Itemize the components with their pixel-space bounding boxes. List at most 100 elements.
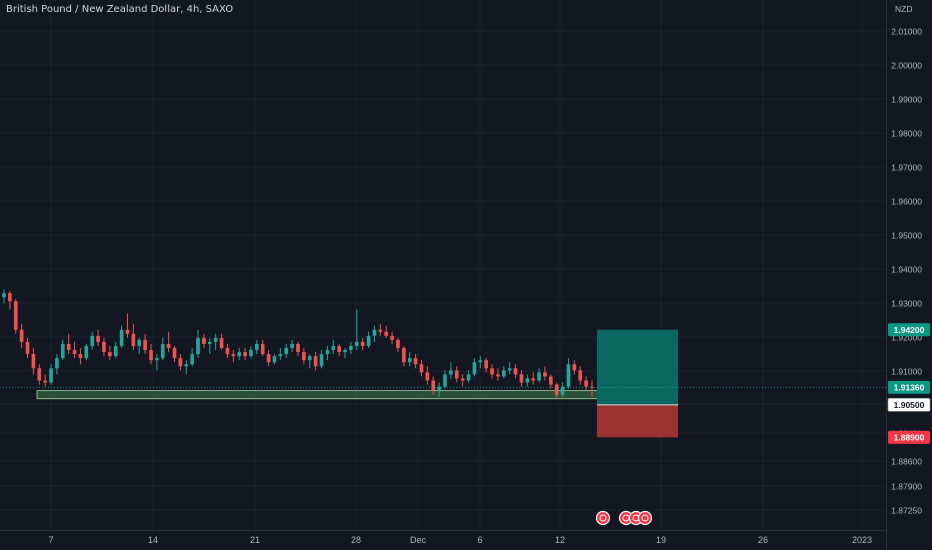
candle-body — [8, 293, 12, 302]
candle-body — [260, 343, 265, 355]
candle-body — [566, 364, 571, 387]
candle-body — [490, 368, 494, 375]
price-tick-label: 1.87250 — [891, 506, 922, 516]
zones — [36, 329, 678, 438]
candle-body — [213, 337, 218, 342]
candle-body — [560, 386, 565, 395]
candle-body — [102, 341, 106, 353]
candle-body — [90, 335, 95, 346]
profit-zone — [597, 329, 678, 405]
stop-price-badge-bg — [888, 430, 930, 444]
candle-body — [266, 354, 271, 363]
time-tick-label: 26 — [758, 535, 768, 545]
candle-body — [378, 329, 383, 332]
candle-body — [125, 329, 130, 334]
event-icon-ring — [641, 514, 649, 522]
time-axis[interactable]: 7 14 21 28 Dec 6 12 19 26 2023 — [0, 530, 886, 546]
time-tick-label: 28 — [351, 535, 361, 545]
time-tick-label: 19 — [656, 535, 666, 545]
candle-body — [207, 341, 212, 344]
candle-body — [49, 368, 53, 383]
economic-event-icon[interactable] — [637, 510, 653, 526]
candle-body — [72, 350, 77, 355]
candle-body — [454, 370, 459, 379]
candle-body — [313, 356, 318, 367]
support-zone — [36, 390, 601, 400]
candle-body — [43, 380, 47, 383]
event-icon-ring — [599, 514, 607, 522]
price-tick-label: 1.99000 — [891, 95, 922, 105]
candle-body — [496, 374, 500, 377]
price-axis[interactable]: 2.01000 2.00000 1.99000 1.98000 1.97000 1.960… — [886, 0, 931, 550]
candle-body — [449, 370, 453, 375]
candle-body — [60, 343, 65, 359]
candle-body — [184, 364, 189, 367]
candle-body — [137, 339, 142, 346]
candle-body — [196, 337, 200, 355]
candle-body — [108, 352, 112, 357]
candle-body — [149, 350, 153, 361]
candle-body — [307, 356, 312, 361]
price-tick-label: 1.94000 — [891, 265, 922, 275]
candle-body — [113, 345, 118, 357]
candle-body — [66, 343, 71, 351]
price-tick-label: 1.97000 — [891, 163, 922, 173]
price-unit-label: NZD — [895, 4, 912, 14]
candle-body — [360, 341, 365, 346]
economic-event-icon[interactable] — [595, 510, 611, 526]
events-bar — [595, 510, 653, 526]
candle-body — [531, 378, 536, 381]
candle-body — [2, 293, 6, 298]
candle-body — [272, 356, 277, 363]
price-tick-label: 1.92000 — [891, 333, 922, 343]
price-tick-label: 2.01000 — [891, 27, 922, 37]
candle-body — [537, 372, 541, 381]
entry-price-badge-bg — [887, 398, 931, 412]
candle-body — [302, 352, 306, 361]
price-tick-label: 1.88600 — [891, 457, 922, 467]
candle-body — [178, 358, 183, 367]
price-tick-label: 1.95000 — [891, 231, 922, 241]
candle-body — [443, 374, 447, 387]
candle-body — [507, 368, 512, 371]
event-icon-circle — [637, 510, 653, 526]
candle-body — [572, 364, 577, 371]
chart-title: British Pound / New Zealand Dollar, 4h, … — [6, 4, 234, 15]
candle-body — [343, 350, 347, 353]
candle-body — [460, 378, 465, 381]
candle-body — [331, 345, 336, 351]
candle-body — [549, 376, 553, 385]
candle-body — [202, 337, 206, 344]
candle-body — [255, 343, 259, 351]
time-tick-label: Dec — [410, 535, 427, 545]
candle-body — [578, 370, 583, 381]
current-price-badge: 1.91360 — [894, 383, 925, 393]
candles — [2, 289, 594, 399]
grid — [0, 0, 886, 530]
candle-body — [543, 372, 547, 377]
candle-body — [407, 358, 412, 363]
candle-body — [131, 333, 136, 346]
price-tick-label: 2.00000 — [891, 61, 922, 71]
candle-body — [231, 354, 236, 357]
price-tick-label: 1.87900 — [891, 482, 922, 492]
candle-body — [225, 348, 230, 355]
event-icon-circle — [595, 510, 611, 526]
candle-body — [325, 350, 330, 355]
candle-body — [160, 343, 165, 359]
candle-body — [84, 345, 89, 359]
candle-body — [554, 384, 559, 395]
candle-body — [319, 354, 324, 367]
candle-body — [290, 343, 294, 349]
candle-body — [13, 301, 18, 330]
candle-body — [337, 345, 341, 353]
candle-body — [419, 364, 424, 373]
candle-body — [278, 354, 283, 357]
candle-body — [501, 370, 506, 377]
candle-body — [55, 358, 59, 369]
candle-body — [284, 348, 289, 355]
candle-body — [143, 339, 147, 351]
candle-body — [25, 341, 30, 355]
entry-price-badge: 1.90500 — [894, 400, 925, 410]
